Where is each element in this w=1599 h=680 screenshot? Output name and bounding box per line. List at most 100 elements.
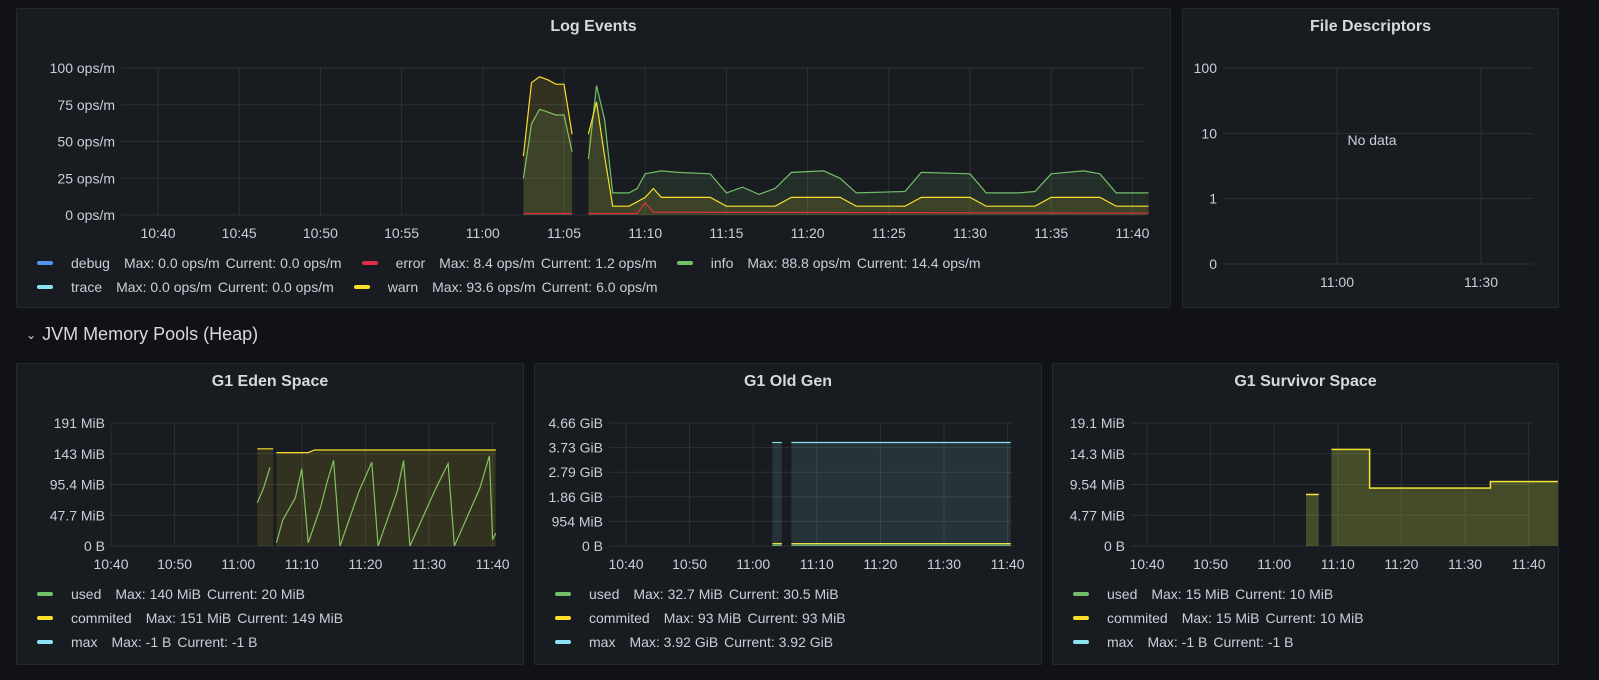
used-series-line [256, 467, 271, 504]
error-series-line [588, 201, 1149, 215]
legend-name: commited [71, 610, 132, 626]
panel-title[interactable]: File Descriptors [1310, 18, 1431, 35]
used-series-line [275, 455, 497, 547]
legend-item-trace[interactable]: trace Max: 0.0 ops/m Current: 0.0 ops/m [37, 279, 340, 295]
legend-swatch[interactable] [361, 261, 378, 265]
y-tick-label: 95.4 MiB [50, 477, 105, 493]
legend-item-used[interactable]: used Max: 15 MiB Current: 10 MiB [1073, 586, 1339, 602]
legend-swatch[interactable] [1073, 592, 1089, 596]
legend-current: Current: 14.4 ops/m [856, 255, 981, 271]
legend-swatch[interactable] [1073, 616, 1089, 620]
x-tick-label: 11:30 [1464, 274, 1498, 290]
legend-item-commited[interactable]: commited Max: 151 MiB Current: 149 MiB [37, 610, 349, 626]
y-tick-label: 143 MiB [54, 446, 105, 462]
x-tick-label: 11:35 [1034, 225, 1068, 241]
legend-max: Max: 32.7 MiB [633, 586, 723, 602]
x-tick-label: 10:55 [384, 225, 419, 241]
legend-swatch[interactable] [37, 616, 53, 620]
legend-item-commited[interactable]: commited Max: 15 MiB Current: 10 MiB [1073, 610, 1370, 626]
y-tick-label: 9.54 MiB [1070, 477, 1125, 493]
y-tick-label: 3.73 GiB [549, 440, 603, 456]
legend-current: Current: 0.0 ops/m [217, 279, 334, 295]
panel-title[interactable]: G1 Old Gen [743, 373, 832, 390]
no-data-label: No data [1347, 132, 1396, 148]
panel-title[interactable]: G1 Survivor Space [1234, 373, 1377, 390]
y-tick-label: 0 ops/m [65, 207, 115, 223]
info-series-area [523, 109, 573, 215]
legend-item-max[interactable]: max Max: 3.92 GiB Current: 3.92 GiB [555, 634, 839, 650]
g1-survivor-chart: 19.1 MiB 14.3 MiB 9.54 MiB 4.77 MiB 0 B10:40… [1070, 415, 1558, 572]
legend-item-warn[interactable]: warn Max: 93.6 ops/m Current: 6.0 ops/m [353, 279, 664, 295]
legend-current: Current: -1 B [1213, 634, 1294, 650]
legend-item-error[interactable]: error Max: 8.4 ops/m Current: 1.2 ops/m [361, 255, 663, 271]
legend-swatch[interactable] [37, 640, 53, 644]
legend-row: used Max: 32.7 MiB Current: 30.5 MiB [555, 582, 866, 606]
legend-name: used [1107, 586, 1138, 602]
panel-title[interactable]: G1 Eden Space [211, 373, 329, 390]
legend-swatch[interactable] [555, 616, 571, 620]
commited-series-area [1331, 449, 1558, 546]
panel-title[interactable]: Log Events [550, 18, 637, 35]
g1-old-gen-panel: G1 Old Gen 4.66 GiB 3.73 GiB 2.79 GiB 1.86 … [534, 363, 1042, 665]
used-series-area [1306, 494, 1319, 546]
y-tick-label: 100 [1194, 60, 1218, 76]
legend-row: debug Max: 0.0 ops/m Current: 0.0 ops/m err… [37, 251, 1001, 275]
legend-item-debug[interactable]: debug Max: 0.0 ops/m Current: 0.0 ops/m [37, 255, 348, 271]
legend-current: Current: 10 MiB [1265, 610, 1364, 626]
x-tick-label: 11:30 [927, 556, 961, 572]
legend-name: max [589, 634, 616, 650]
commited-series-area [257, 448, 274, 546]
x-tick-label: 11:15 [709, 225, 743, 241]
legend-max: Max: 88.8 ops/m [747, 255, 851, 271]
legend-swatch[interactable] [555, 592, 571, 596]
y-tick-label: 10 [1201, 125, 1217, 141]
legend-item-used[interactable]: used Max: 32.7 MiB Current: 30.5 MiB [555, 586, 845, 602]
legend-item-max[interactable]: max Max: -1 B Current: -1 B [37, 634, 264, 650]
y-tick-label: 954 MiB [552, 513, 603, 529]
legend-swatch[interactable] [1073, 640, 1089, 644]
file-descriptors-panel: File Descriptors 100 10 1 0 11:00 11:30 No dat… [1182, 8, 1559, 308]
legend-item-max[interactable]: max Max: -1 B Current: -1 B [1073, 634, 1300, 650]
x-tick-label: 11:10 [1321, 556, 1355, 572]
legend-max: Max: 8.4 ops/m [439, 255, 535, 271]
g1-old-gen-chart: 4.66 GiB 3.73 GiB 2.79 GiB 1.86 GiB 954 MiB 0… [549, 415, 1025, 572]
legend-max: Max: 93 MiB [663, 610, 742, 626]
legend-current: Current: 30.5 MiB [728, 586, 839, 602]
legend-row: used Max: 15 MiB Current: 10 MiB [1073, 582, 1384, 606]
legend-swatch[interactable] [555, 640, 571, 644]
legend-swatch[interactable] [353, 285, 370, 289]
legend-max: Max: -1 B [111, 634, 172, 650]
g1-old-gen-legend: used Max: 32.7 MiB Current: 30.5 MiB commit… [555, 582, 866, 654]
legend-item-commited[interactable]: commited Max: 93 MiB Current: 93 MiB [555, 610, 852, 626]
x-tick-label: 10:40 [93, 556, 128, 572]
legend-name: commited [589, 610, 650, 626]
legend-swatch[interactable] [676, 261, 693, 265]
y-tick-label: 0 [1209, 256, 1217, 272]
log-events-panel: Log Events 100 ops/m 75 ops/m 50 ops/m 25 o… [16, 8, 1171, 308]
legend-max: Max: 15 MiB [1181, 610, 1260, 626]
legend-swatch[interactable] [37, 285, 53, 289]
y-tick-label: 0 B [582, 538, 603, 554]
x-tick-label: 10:50 [157, 556, 192, 572]
legend-row: max Max: -1 B Current: -1 B [37, 630, 363, 654]
x-tick-label: 11:00 [1257, 556, 1291, 572]
row-header-jvm-memory[interactable]: ⌄ JVM Memory Pools (Heap) [26, 324, 258, 345]
commited-series-line [276, 449, 496, 454]
legend-max: Max: 15 MiB [1151, 586, 1230, 602]
legend-name: trace [71, 279, 103, 295]
legend-row: commited Max: 93 MiB Current: 93 MiB [555, 606, 866, 630]
legend-item-used[interactable]: used Max: 140 MiB Current: 20 MiB [37, 586, 311, 602]
x-tick-label: 11:30 [953, 225, 987, 241]
chevron-down-icon[interactable]: ⌄ [26, 327, 37, 342]
y-tick-label: 2.79 GiB [549, 464, 603, 480]
legend-swatch[interactable] [37, 592, 53, 596]
info-series-line [587, 85, 1149, 196]
legend-swatch[interactable] [37, 261, 53, 265]
y-tick-label: 4.77 MiB [1070, 507, 1125, 523]
max-series-area [791, 442, 1011, 546]
commited-series-area [1306, 494, 1319, 546]
legend-row: max Max: 3.92 GiB Current: 3.92 GiB [555, 630, 866, 654]
legend-item-info[interactable]: info Max: 88.8 ops/m Current: 14.4 ops/m [676, 255, 987, 271]
x-tick-label: 11:20 [791, 225, 825, 241]
